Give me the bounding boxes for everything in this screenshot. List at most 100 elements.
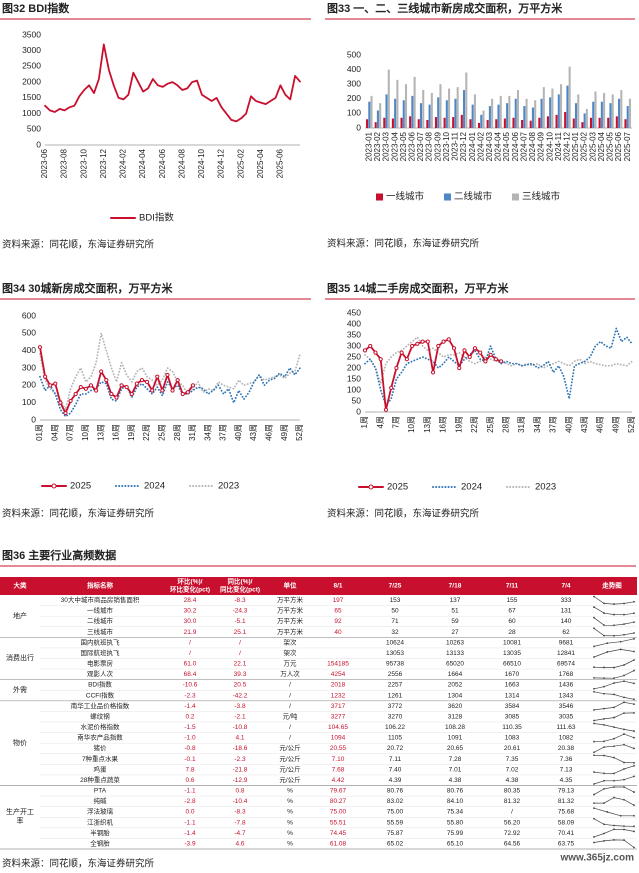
x-tick-label: 2024-01 xyxy=(468,131,477,161)
line-series xyxy=(44,43,301,123)
x-tick-label: 52周 xyxy=(295,424,304,441)
table-cell: 1768 xyxy=(559,671,574,678)
table-cell: 108.28 xyxy=(445,724,465,731)
legend-swatch xyxy=(444,193,451,201)
bar xyxy=(456,87,459,128)
table-cell: 30.2 xyxy=(184,608,197,615)
table-cell: 20.38 xyxy=(558,745,575,752)
table-cell: / xyxy=(239,650,241,657)
bar xyxy=(508,95,511,128)
sparkline-point xyxy=(633,703,635,706)
sparkline xyxy=(593,638,635,647)
table-cell: 10624 xyxy=(386,639,404,646)
point xyxy=(139,378,145,383)
chart-title: 图34 30城新房成交面积，万平方米 xyxy=(2,281,174,295)
bar xyxy=(445,100,448,128)
table-cell: 0.8 xyxy=(235,788,244,795)
table-cell: 79.67 xyxy=(330,788,347,795)
x-tick-label: 2024-12 xyxy=(217,148,226,178)
sparkline-point xyxy=(603,666,605,669)
table-cell: 4.35 xyxy=(560,777,573,784)
x-tick-label: 2023-04 xyxy=(390,131,399,161)
x-tick-label: 2025-06 xyxy=(614,131,623,161)
bar xyxy=(592,101,595,128)
table-cell: 81.32 xyxy=(558,798,575,805)
sparkline-point xyxy=(633,682,635,685)
source-note: 资料来源：同花顺，东海证券研究所 xyxy=(2,239,155,251)
point xyxy=(378,357,383,362)
sparkline-point xyxy=(593,595,595,598)
table-cell: 浮法玻璃 xyxy=(87,807,114,816)
table-cell: 70.41 xyxy=(558,830,575,837)
x-tick-label: 46周 xyxy=(265,424,274,441)
table-cell: -2.3 xyxy=(184,692,196,699)
sparkline xyxy=(593,786,635,795)
bar xyxy=(577,94,580,128)
x-tick-label: 2023-10 xyxy=(442,131,451,161)
point xyxy=(373,350,378,355)
table-cell: % xyxy=(287,809,293,816)
x-tick-label: 2024-04 xyxy=(494,131,503,161)
sparkline-point xyxy=(623,786,625,788)
sparkline xyxy=(593,628,635,637)
table-cell: -21.8 xyxy=(233,766,248,773)
sparkline-point xyxy=(623,798,625,801)
x-tick-label: 2025-03 xyxy=(588,131,597,161)
sparkline-point xyxy=(593,783,595,785)
sparkline-point xyxy=(593,616,595,619)
table-cell: 111.63 xyxy=(557,724,576,731)
legend-label: 2025 xyxy=(70,481,91,492)
table-cell: 3277 xyxy=(331,713,346,720)
table-cell: 106.22 xyxy=(385,724,405,731)
bar xyxy=(607,117,610,128)
sparkline-point xyxy=(593,627,595,630)
table-cell: 万平方米 xyxy=(277,616,304,625)
bar xyxy=(379,103,382,128)
table-cell: 3085 xyxy=(505,713,520,720)
table-cell: / xyxy=(289,692,291,699)
table-cell: 7.02 xyxy=(506,766,519,773)
group-label: 外需 xyxy=(13,686,27,694)
point xyxy=(467,354,472,360)
table-cell: 28.4 xyxy=(184,597,197,604)
table-cell: % xyxy=(287,830,293,837)
x-tick-label: 19周 xyxy=(127,424,136,441)
bar xyxy=(394,98,397,128)
table-cell: % xyxy=(287,819,293,826)
table-cell: 7.40 xyxy=(389,766,402,773)
point xyxy=(119,383,124,388)
table-cell: 50 xyxy=(391,608,399,615)
table-cell: 万平方米 xyxy=(277,627,304,636)
table-cell: 半钢胎 xyxy=(90,828,110,837)
y-tick-label: 400 xyxy=(347,318,361,328)
table-cell: 75.00 xyxy=(387,809,404,816)
legend-label: 2023 xyxy=(218,481,239,492)
x-tick-label: 2024-08 xyxy=(528,131,537,161)
sparkline xyxy=(593,617,635,626)
table-cell: 4.39 xyxy=(389,777,402,784)
sparkline-point xyxy=(623,613,625,616)
table-cell: 55.80 xyxy=(447,819,464,826)
group-label: 物价 xyxy=(13,739,27,747)
table-cell: % xyxy=(287,840,293,847)
sparkline-point xyxy=(603,677,605,680)
x-tick-label: 2024-06 xyxy=(158,148,167,178)
sparkline-point xyxy=(633,804,635,807)
table-cell: 32 xyxy=(391,629,399,636)
bar xyxy=(594,91,597,128)
table-cell: 1083 xyxy=(505,735,520,742)
bar xyxy=(370,95,373,128)
header-cell: 7/18 xyxy=(449,583,462,590)
table-cell: 74.45 xyxy=(330,830,347,837)
table-cell: 131 xyxy=(561,608,572,615)
table-cell: 万平方米 xyxy=(277,606,304,615)
x-tick-label: 2025-02 xyxy=(580,131,589,161)
sparkline-point xyxy=(613,839,615,841)
table-cell: 28 xyxy=(508,629,516,636)
table-cell: -1.4 xyxy=(184,830,196,837)
sparkline xyxy=(594,797,635,806)
bar xyxy=(366,119,369,128)
point xyxy=(493,357,498,362)
bar xyxy=(540,98,543,128)
table-cell: 3620 xyxy=(448,703,463,710)
